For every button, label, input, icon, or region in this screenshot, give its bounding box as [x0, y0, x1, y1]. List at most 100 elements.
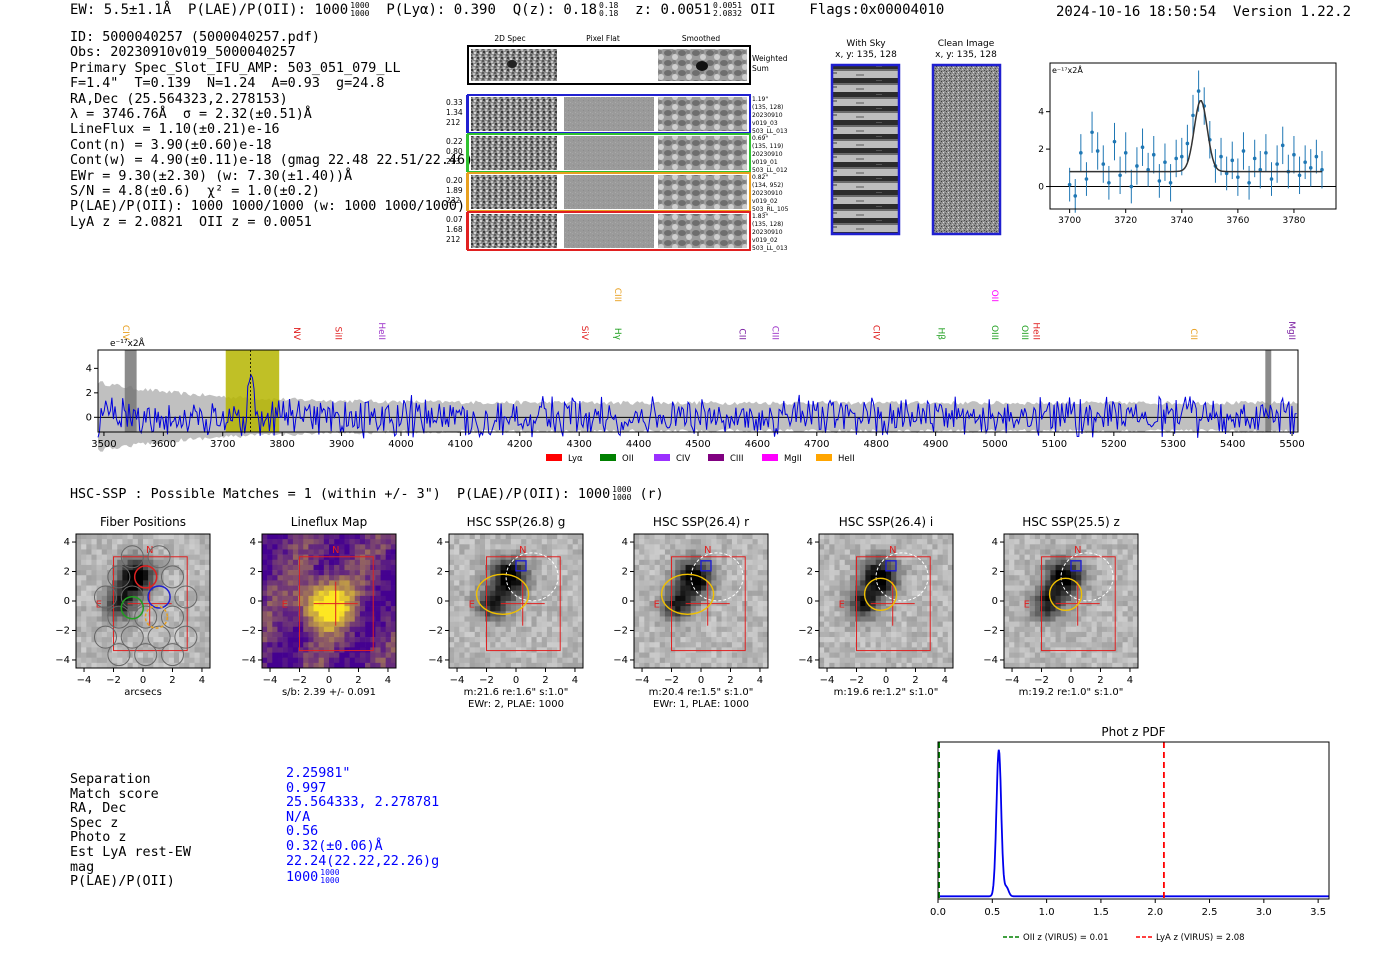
x-tick-label: 3760: [1226, 216, 1249, 226]
match-value-mag: 22.24(22.22,22.26)g: [286, 853, 440, 869]
aperture-box: [671, 556, 746, 652]
panel-caption: m:19.6 re:1.2" s:1.0": [834, 687, 939, 698]
line-label: NV: [291, 327, 301, 341]
x-tick-label: 2: [169, 675, 175, 686]
data-point: [1168, 180, 1173, 185]
compass-e: E: [469, 600, 475, 611]
exposure-pixel-flat: [564, 175, 654, 209]
exposure-stat: 0.20: [446, 176, 463, 185]
data-point: [1140, 145, 1145, 150]
exposure-info: 20230910: [752, 112, 783, 119]
fiber-circle: [93, 625, 117, 649]
hsc-line-text: HSC-SSP : Possible Matches = 1 (within +…: [70, 487, 611, 502]
col-header-pixelflat: Pixel Flat: [586, 34, 620, 43]
hsc-aperture-white: [1060, 552, 1114, 602]
exposure-smoothed: [658, 214, 747, 248]
x-tick-label: 4: [757, 675, 763, 686]
data-point: [1297, 173, 1302, 178]
aperture-box: [113, 556, 188, 652]
panel-image: [76, 534, 211, 669]
match-label-ew: Est LyA rest-EW: [70, 844, 191, 860]
imaging-panels: Fiber Positions N E −4 4 −2 2 0 0 2 −2 4 −4 arcsecs Li…: [55, 515, 1139, 710]
exposure-info: (134, 952): [752, 182, 783, 189]
exposure-stat: 232: [446, 196, 461, 205]
y-tick-label: 2: [622, 567, 628, 578]
fiber-circle: [134, 605, 158, 629]
aperture-box: [856, 556, 931, 652]
x-tick-label: 4300: [566, 439, 591, 450]
exposure-2d-spec: [471, 136, 557, 170]
y-tick-label: −4: [798, 655, 813, 666]
y-axis-label: e⁻¹⁷x2Å: [1052, 64, 1083, 75]
exposure-pixel-flat: [564, 97, 654, 131]
flags-value: Flags:0x00004010: [809, 2, 945, 18]
exposure-stat: 212: [446, 235, 461, 244]
y-tick-label: 4: [437, 537, 443, 548]
z-tag: OII: [750, 2, 776, 18]
hsc-aperture-white: [875, 552, 929, 602]
y-tick-label: 0: [807, 596, 813, 607]
match-value-ew: 0.32(±0.06)Å: [286, 838, 383, 854]
imaging-panel: Lineflux Map N E −4 4 −2 2 0 0 2 −2 4 −4 s/b: 2.39 +/…: [241, 515, 397, 698]
plya-value: P(Lyα): 0.390: [386, 2, 496, 18]
data-point: [1264, 151, 1268, 155]
fiber-circle: [160, 605, 184, 629]
data-point: [1292, 152, 1296, 157]
y-tick-label: 2: [250, 567, 256, 578]
y-tick-label: 4: [86, 363, 92, 374]
exposure-info: 20230910: [752, 229, 783, 236]
x-tick-label: 3700: [1058, 216, 1081, 226]
fiber-circle: [107, 643, 131, 667]
data-point: [1157, 179, 1162, 183]
y-axis-label: e⁻¹⁷x2Å: [110, 337, 146, 349]
panel-caption-2: EWr: 2, PLAE: 1000: [468, 699, 564, 710]
x-tick-label: 5300: [1161, 439, 1186, 450]
exposure-2d-spec: [471, 97, 557, 131]
data-point: [1230, 158, 1235, 163]
legend-label: OII z (VIRUS) = 0.01: [1023, 933, 1109, 943]
exposure-smoothed: [658, 136, 747, 170]
x-tick-label: 4900: [923, 439, 948, 450]
match-value-score: 0.997: [286, 780, 327, 796]
y-tick-label: 0: [622, 596, 628, 607]
x-tick-label: 4400: [626, 439, 651, 450]
y-tick-label: 0: [992, 596, 998, 607]
hsc-aperture-yellow: [863, 577, 898, 612]
fiber-circle: [174, 625, 198, 649]
panel-caption: m:20.4 re:1.5" s:1.0": [649, 687, 754, 698]
data-point: [1146, 167, 1150, 172]
x-tick-label: 3700: [210, 439, 235, 450]
exposure-info: 0.82": [752, 174, 768, 181]
match-plae-bounds: 1000 1000: [320, 868, 340, 886]
with-sky-image: [830, 63, 901, 236]
match-value-photoz: 0.56: [286, 824, 319, 840]
data-point: [1219, 154, 1223, 159]
exposure-info: 503_LL_013: [752, 128, 788, 135]
data-point: [1174, 156, 1178, 161]
x-tick-label: 3.0: [1256, 907, 1272, 918]
exposure-info: 20230910: [752, 190, 783, 197]
legend-label: CIV: [676, 454, 690, 464]
y-tick-label: −4: [983, 655, 998, 666]
version: Version 1.22.2: [1233, 4, 1352, 20]
y-tick-label: 0: [250, 596, 256, 607]
y-tick-label: −2: [55, 625, 70, 636]
data-point: [1129, 184, 1134, 189]
legend-label: HeII: [838, 454, 855, 464]
info-radec: RA,Dec (25.564323,2.278153): [70, 91, 288, 107]
x-tick-label: 3900: [329, 439, 354, 450]
match-value-separation: 2.25981": [286, 766, 351, 781]
x-tick-label: 0: [1068, 675, 1074, 686]
x-tick-label: 4500: [685, 439, 710, 450]
exposure-frame: [467, 211, 751, 251]
exposure-info: 1.83": [752, 213, 768, 220]
x-tick-label: 0: [883, 675, 889, 686]
exposure-2d-spec: [471, 214, 557, 248]
exposure-smoothed: [658, 175, 747, 209]
